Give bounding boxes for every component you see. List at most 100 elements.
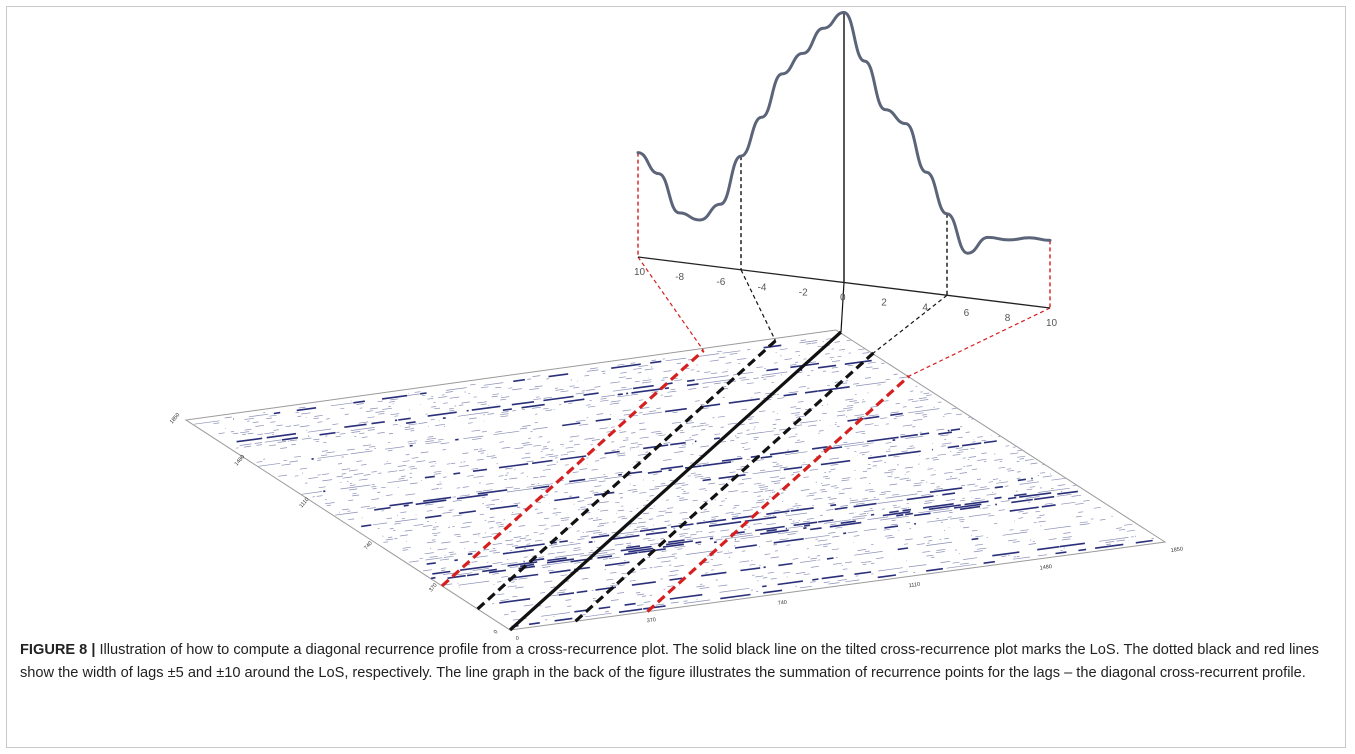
recurrence-segment <box>933 510 953 514</box>
recurrence-segment <box>1019 492 1052 498</box>
recurrence-segment <box>890 412 903 416</box>
recurrence-segment <box>445 391 454 393</box>
recurrence-segment <box>656 407 661 409</box>
recurrence-segment <box>864 488 874 491</box>
figure-caption: FIGURE 8 | Illustration of how to comput… <box>20 639 1338 685</box>
recurrence-segment <box>630 442 639 445</box>
recurrence-segment <box>843 441 848 443</box>
recurrence-segment <box>489 527 494 529</box>
recurrence-segment <box>604 611 609 613</box>
recurrence-segment <box>964 500 989 506</box>
recurrence-segment <box>828 582 840 585</box>
recurrence-segment <box>998 509 1005 511</box>
recurrence-segment <box>715 538 723 541</box>
recurrence-segment <box>573 386 580 389</box>
recurrence-segment <box>671 421 681 424</box>
recurrence-segment <box>437 548 448 551</box>
recurrence-segment <box>511 401 535 406</box>
recurrence-segment <box>936 428 945 431</box>
recurrence-segment <box>792 558 799 560</box>
recurrence-segment <box>429 555 438 558</box>
recurrence-segment <box>795 572 806 574</box>
recurrence-segment <box>502 408 513 411</box>
recurrence-segment <box>846 339 851 342</box>
recurrence-segment <box>960 499 966 502</box>
recurrence-segment <box>777 397 785 400</box>
recurrence-segment <box>853 502 877 508</box>
recurrence-segment <box>560 574 568 577</box>
recurrence-segment <box>491 457 497 459</box>
recurrence-segment <box>847 364 854 367</box>
recurrence-segment <box>775 418 781 421</box>
recurrence-segment <box>358 478 368 481</box>
recurrence-segment <box>1063 532 1071 534</box>
recurrence-segment <box>507 561 538 567</box>
recurrence-segment <box>872 465 877 467</box>
recurrence-segment <box>886 536 895 539</box>
recurrence-segment <box>665 499 669 501</box>
recurrence-segment <box>531 406 542 409</box>
recurrence-segment <box>543 407 549 410</box>
recurrence-segment <box>381 486 386 489</box>
recurrence-segment <box>341 473 347 475</box>
recurrence-segment <box>588 518 594 520</box>
recurrence-segment <box>501 446 511 449</box>
recurrence-segment <box>513 502 521 505</box>
recurrence-segment <box>756 501 765 504</box>
recurrence-segment <box>741 490 749 493</box>
recurrence-segment <box>256 461 263 463</box>
recurrence-segment <box>729 471 736 474</box>
recurrence-segment <box>670 441 686 446</box>
recurrence-segment <box>940 434 949 437</box>
recurrence-segment <box>1116 527 1123 529</box>
recurrence-segment <box>609 402 620 405</box>
recurrence-segment <box>512 595 518 598</box>
recurrence-segment <box>901 507 908 510</box>
recurrence-segment <box>821 490 828 493</box>
recurrence-segment <box>591 468 598 471</box>
recurrence-segment <box>489 550 497 552</box>
recurrence-segment <box>501 562 518 565</box>
recurrence-segment <box>922 414 927 416</box>
recurrence-segment <box>424 503 434 506</box>
recurrence-segment <box>929 487 963 493</box>
recurrence-segment <box>673 451 684 454</box>
recurrence-segment <box>266 417 272 420</box>
recurrence-segment <box>549 544 558 546</box>
recurrence-segment <box>469 417 477 420</box>
recurrence-segment <box>360 464 367 466</box>
recurrence-segment <box>400 511 407 514</box>
recurrence-segment <box>1006 468 1012 470</box>
recurrence-segment <box>720 441 727 443</box>
recurrence-segment <box>352 492 357 495</box>
lag-connector <box>908 307 1051 377</box>
recurrence-segment <box>451 462 456 464</box>
recurrence-segment <box>1009 529 1014 531</box>
recurrence-segment <box>495 521 502 524</box>
recurrence-segment <box>565 599 572 601</box>
recurrence-segment <box>569 435 580 438</box>
recurrence-segment <box>728 398 760 404</box>
recurrence-segment <box>418 422 428 424</box>
recurrence-segment <box>443 402 448 404</box>
recurrence-segment <box>887 475 893 478</box>
recurrence-segment <box>878 567 903 572</box>
lag-connector <box>740 269 777 342</box>
recurrence-segment <box>513 487 520 490</box>
recurrence-segment <box>473 555 488 559</box>
recurrence-segment <box>865 550 870 553</box>
recurrence-segment <box>585 512 591 514</box>
recurrence-segment <box>895 402 901 405</box>
recurrence-segment <box>462 452 469 454</box>
recurrence-segment <box>630 362 636 364</box>
caption-label: FIGURE 8 | <box>20 642 96 658</box>
recurrence-segment <box>643 601 651 603</box>
recurrence-segment <box>862 498 868 500</box>
recurrence-segment <box>610 572 617 574</box>
recurrence-segment <box>449 410 455 412</box>
recurrence-segment <box>500 415 509 418</box>
recurrence-segment <box>551 543 581 548</box>
recurrence-segment <box>293 424 300 426</box>
recurrence-segment <box>655 432 663 435</box>
